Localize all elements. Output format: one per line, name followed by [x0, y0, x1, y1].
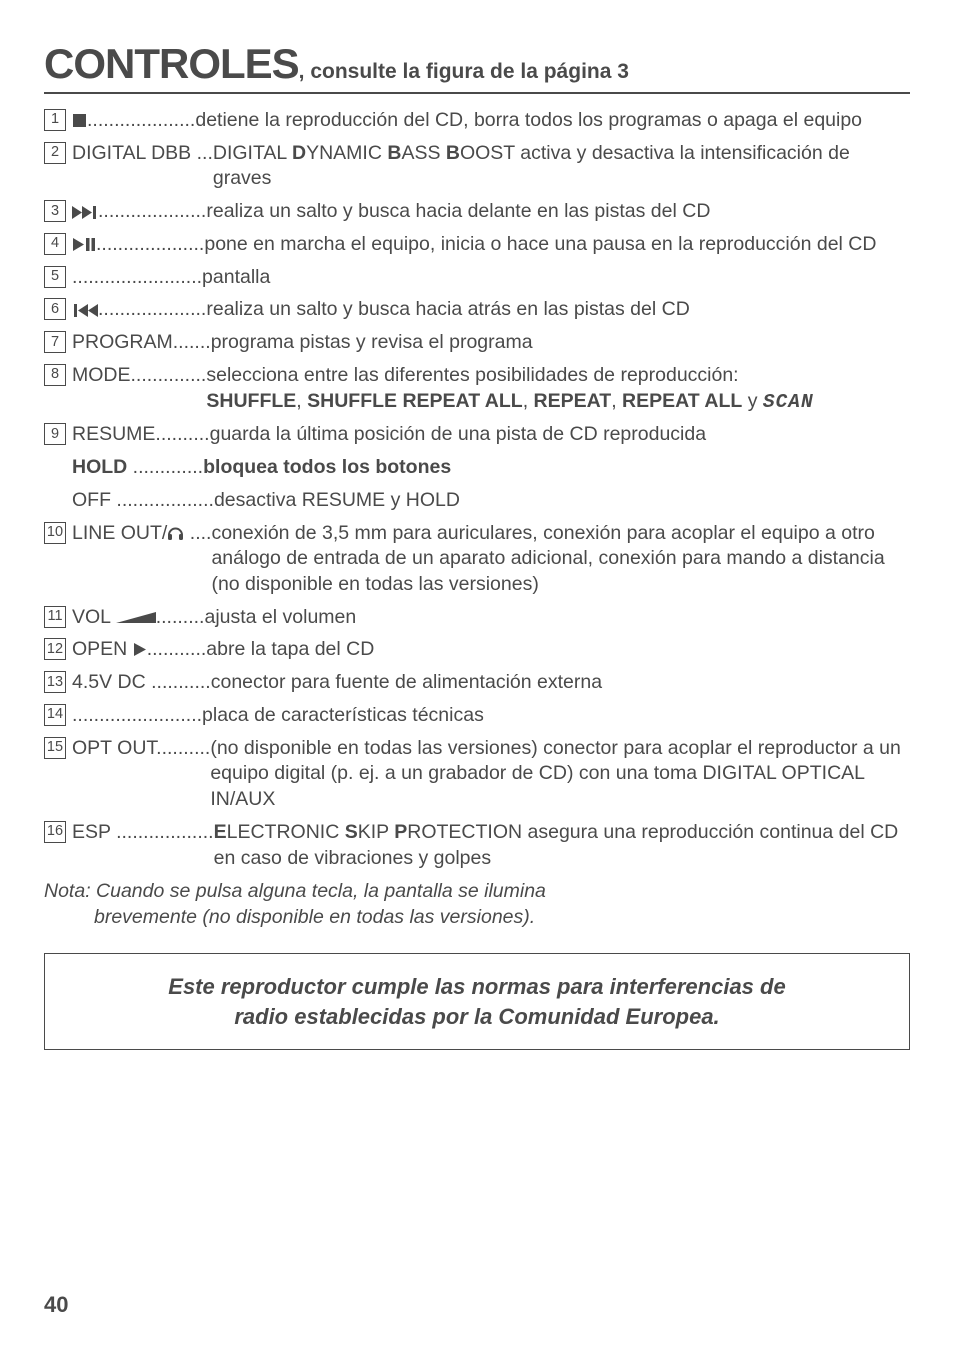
entry-desc: placa de características técnicas — [202, 703, 910, 729]
entry-14: 14........................placa de carac… — [44, 703, 910, 729]
entry-key: RESUME.......... — [72, 422, 210, 448]
entry-desc: guarda la última posición de una pista d… — [210, 422, 910, 448]
entry-key: PROGRAM....... — [72, 330, 211, 356]
footnote-line1: Nota: Cuando se pulsa alguna tecla, la p… — [44, 879, 910, 905]
entry-key: OPT OUT.......... — [72, 736, 210, 762]
title-sub: , consulte la figura de la página 3 — [299, 60, 629, 83]
entry-key: ........................ — [72, 703, 202, 729]
playpause-icon — [72, 233, 96, 255]
entry-10: 10 LINE OUT/ ....conexión de 3,5 mm para … — [44, 521, 910, 598]
entry-desc: (no disponible en todas las versiones) c… — [210, 736, 910, 813]
play-icon — [133, 638, 147, 660]
title-block: CONTROLES, consulte la figura de la pági… — [44, 40, 910, 94]
entry-9-sub: OFF ..................desactiva RESUME y… — [44, 488, 910, 514]
entry-number: 11 — [44, 606, 66, 628]
entry-number: 4 — [44, 233, 66, 255]
entry-key: ........................ — [72, 265, 202, 291]
entry-number: 10 — [44, 522, 66, 544]
entry-desc: pantalla — [202, 265, 910, 291]
callout-box: Este reproductor cumple las normas para … — [44, 953, 910, 1050]
entry-number: 2 — [44, 142, 66, 164]
entry-number: 12 — [44, 638, 66, 660]
entry-number: 16 — [44, 821, 66, 843]
entry-desc: abre la tapa del CD — [206, 637, 910, 663]
page: CONTROLES, consulte la figura de la pági… — [0, 0, 954, 1346]
entry-desc: DIGITAL DYNAMIC BASS BOOST activa y desa… — [213, 141, 910, 192]
entry-number: 7 — [44, 331, 66, 353]
entry-7: 7 PROGRAM.......programa pistas y revisa … — [44, 330, 910, 356]
entry-5: 5........................pantalla — [44, 265, 910, 291]
entry-key: .................... — [72, 108, 195, 134]
volwedge-icon — [116, 606, 156, 628]
entry-number: 14 — [44, 704, 66, 726]
entry-9-sub: HOLD .............bloquea todos los boto… — [44, 455, 910, 481]
entry-key: .................... — [72, 297, 206, 323]
entry-key: ESP .................. — [72, 820, 214, 846]
entry-number: 13 — [44, 671, 66, 693]
entry-key: OFF .................. — [72, 488, 214, 514]
entry-desc: detiene la reproducción del CD, borra to… — [195, 108, 910, 134]
entry-6: 6....................realiza un salto y … — [44, 297, 910, 323]
entry-4: 4....................pone en marcha el e… — [44, 232, 910, 258]
entry-desc: pone en marcha el equipo, inicia o hace … — [204, 232, 910, 258]
entry-number: 3 — [44, 200, 66, 222]
entry-number: 8 — [44, 364, 66, 386]
entry-1: 1....................detiene la reproduc… — [44, 108, 910, 134]
entry-number: 5 — [44, 266, 66, 288]
entry-8: 8 MODE..............selecciona entre las … — [44, 363, 910, 415]
entry-desc: desactiva RESUME y HOLD — [214, 488, 910, 514]
entry-number: 6 — [44, 298, 66, 320]
entry-desc: selecciona entre las diferentes posibili… — [206, 363, 910, 415]
entry-desc: ELECTRONIC SKIP PROTECTION asegura una r… — [214, 820, 910, 871]
entry-desc: programa pistas y revisa el programa — [211, 330, 910, 356]
entry-11: 11 VOL .........ajusta el volumen — [44, 605, 910, 631]
entry-key: MODE.............. — [72, 363, 206, 389]
headphone-icon — [167, 522, 184, 544]
footnote-line2: brevemente (no disponible en todas las v… — [44, 905, 910, 931]
entry-desc: bloquea todos los botones — [203, 455, 910, 481]
entry-9: 9 RESUME..........guarda la última posici… — [44, 422, 910, 448]
entry-key: VOL ......... — [72, 605, 204, 631]
entry-3: 3....................realiza un salto y … — [44, 199, 910, 225]
entry-key: OPEN ........... — [72, 637, 206, 663]
entry-desc: ajusta el volumen — [204, 605, 910, 631]
callout-line1: Este reproductor cumple las normas para … — [65, 972, 889, 1002]
entry-key: .................... — [72, 199, 206, 225]
footnote: Nota: Cuando se pulsa alguna tecla, la p… — [44, 879, 910, 930]
stop-icon — [72, 109, 87, 131]
entry-key: LINE OUT/ .... — [72, 521, 211, 547]
entry-desc: realiza un salto y busca hacia delante e… — [206, 199, 910, 225]
entry-number: 9 — [44, 423, 66, 445]
entry-desc: conector para fuente de alimentación ext… — [211, 670, 910, 696]
entry-12: 12 OPEN ...........abre la tapa del CD — [44, 637, 910, 663]
page-number: 40 — [44, 1292, 68, 1318]
entry-key: 4.5V DC ........... — [72, 670, 211, 696]
entry-16: 16 ESP ..................ELECTRONIC SKIP … — [44, 820, 910, 871]
ffwd-icon — [72, 200, 98, 222]
entry-number: 1 — [44, 109, 66, 131]
entry-13: 13 4.5V DC ...........conector para fuent… — [44, 670, 910, 696]
entry-15: 15 OPT OUT..........(no disponible en tod… — [44, 736, 910, 813]
entry-desc: realiza un salto y busca hacia atrás en … — [206, 297, 910, 323]
entry-desc: conexión de 3,5 mm para auriculares, con… — [211, 521, 910, 598]
entry-key: .................... — [72, 232, 204, 258]
entry-2: 2 DIGITAL DBB ...DIGITAL DYNAMIC BASS BOO… — [44, 141, 910, 192]
title-main: CONTROLES — [44, 40, 299, 87]
rew-icon — [72, 298, 98, 320]
entry-key: DIGITAL DBB ... — [72, 141, 213, 167]
entries-list: 1....................detiene la reproduc… — [44, 108, 910, 871]
callout-line2: radio establecidas por la Comunidad Euro… — [65, 1002, 889, 1032]
entry-number: 15 — [44, 737, 66, 759]
entry-key: HOLD ............. — [72, 455, 203, 481]
